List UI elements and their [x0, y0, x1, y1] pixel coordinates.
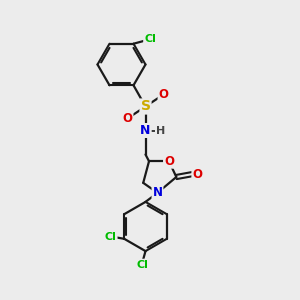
Text: Cl: Cl [136, 260, 148, 270]
Text: O: O [122, 112, 133, 125]
Text: H: H [156, 125, 165, 136]
Text: O: O [164, 155, 174, 168]
Text: N: N [140, 124, 151, 137]
Text: O: O [192, 167, 202, 181]
Text: O: O [158, 88, 169, 101]
Text: S: S [140, 100, 151, 113]
Text: Cl: Cl [144, 34, 156, 44]
Text: Cl: Cl [105, 232, 117, 242]
Text: N: N [152, 186, 163, 199]
